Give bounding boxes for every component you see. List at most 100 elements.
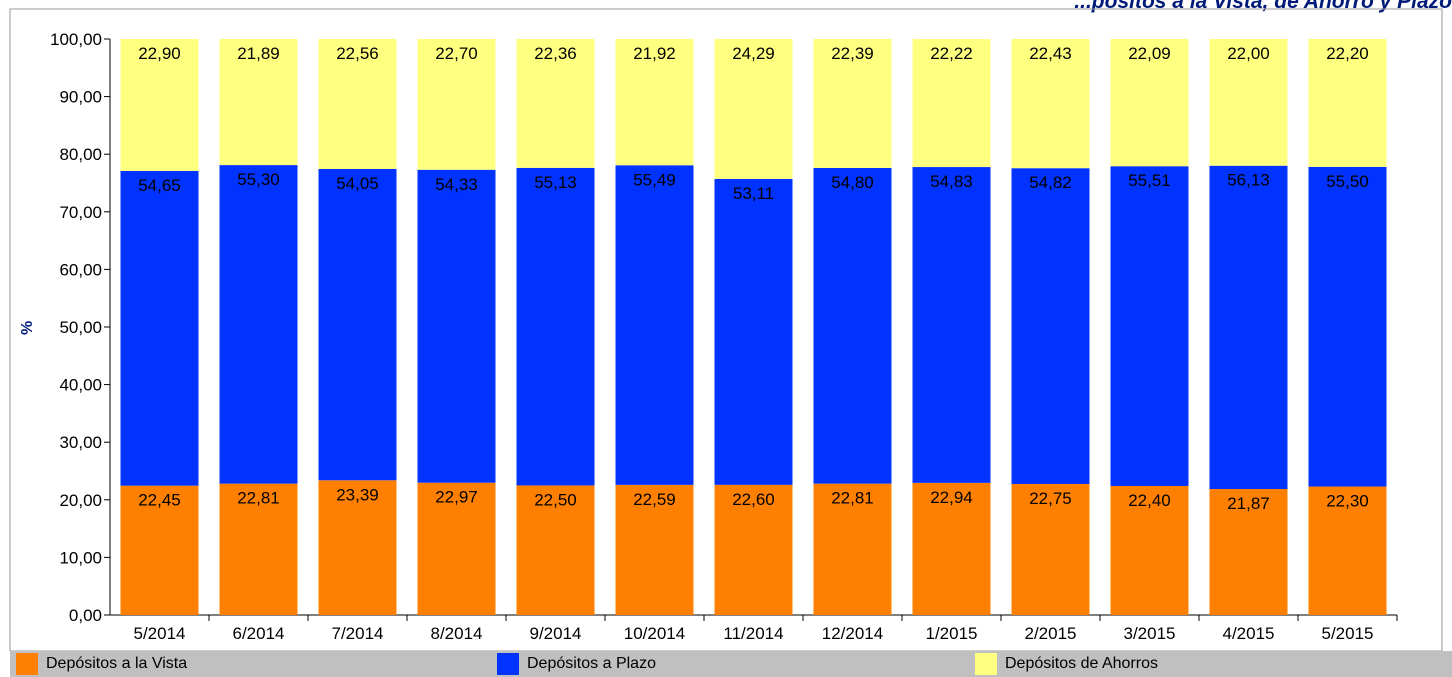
x-tick-label: 3/2015 (1124, 624, 1176, 643)
bar-segment (318, 168, 397, 481)
data-label: 54,65 (138, 176, 181, 195)
bar-segment (120, 170, 199, 486)
bar-segment (1110, 485, 1189, 615)
data-label: 54,05 (336, 174, 379, 193)
bar-segment (813, 39, 892, 168)
legend-item-ahorros[interactable]: Depósitos de Ahorros (975, 651, 1158, 677)
data-label: 24,29 (732, 44, 775, 63)
data-label: 55,49 (633, 170, 676, 189)
bar-segment (615, 484, 694, 615)
legend-label-ahorros: Depósitos de Ahorros (1005, 655, 1158, 672)
bar-segment (714, 39, 793, 179)
y-tick-label: 50,00 (59, 318, 102, 337)
y-tick-label: 30,00 (59, 433, 102, 452)
data-label: 22,30 (1326, 492, 1369, 511)
bar-segment (615, 165, 694, 485)
data-label: 22,20 (1326, 44, 1369, 63)
data-labels: 22,45 54,65 22,90 22,81 55,30 21,89 23,39 54,05… (138, 44, 1369, 513)
legend-swatch-ahorros (975, 653, 997, 675)
x-tick-label: 9/2014 (530, 624, 582, 643)
x-tick-label: 1/2015 (926, 624, 978, 643)
bar-segment (516, 39, 595, 168)
bar-segment (417, 482, 496, 615)
data-label: 22,09 (1128, 44, 1171, 63)
x-tick-label: 6/2014 (233, 624, 285, 643)
data-label: 53,11 (733, 184, 774, 203)
legend: Depósitos a la Vista Depósitos a Plazo D… (10, 651, 1452, 677)
y-tick-label: 20,00 (59, 491, 102, 510)
bar-segment (1110, 39, 1189, 167)
bar-segment (318, 39, 397, 169)
bar-segment (219, 165, 298, 484)
x-axis: 5/2014 6/2014 7/2014 8/2014 9/2014 10/2014 11/… (110, 614, 1398, 643)
data-label: 55,51 (1128, 171, 1171, 190)
bar-segment (417, 169, 496, 483)
bar-segment (1308, 166, 1387, 487)
y-tick-label: 70,00 (59, 203, 102, 222)
legend-swatch-plazo (497, 653, 519, 675)
bar-segment (1209, 165, 1288, 490)
y-tick-label: 100,00 (50, 30, 102, 49)
data-label: 22,70 (435, 44, 478, 63)
data-label: 54,83 (930, 172, 973, 191)
data-label: 54,33 (435, 175, 478, 194)
legend-item-plazo[interactable]: Depósitos a Plazo (497, 651, 656, 677)
x-tick-label: 2/2015 (1025, 624, 1077, 643)
data-label: 56,13 (1227, 171, 1270, 190)
data-label: 22,60 (732, 490, 775, 509)
bar-segment (120, 39, 199, 171)
y-tick-label: 80,00 (59, 145, 102, 164)
x-tick-label: 11/2014 (723, 624, 783, 643)
bar-segment (219, 39, 298, 166)
chart-title: ...pósitos a la Vista, de Ahorro y Plazo (1074, 0, 1452, 13)
bar-segment (516, 167, 595, 486)
bar-segment (714, 484, 793, 615)
bar-segment (1308, 486, 1387, 615)
x-tick-label: 10/2014 (624, 624, 685, 643)
bar-segment (1209, 489, 1288, 615)
legend-swatch-vista (16, 653, 38, 675)
data-label: 22,59 (633, 490, 676, 509)
plot-area (9, 8, 1443, 651)
y-tick-label: 10,00 (59, 548, 102, 567)
bar-segment (1011, 483, 1090, 615)
data-label: 22,50 (534, 490, 577, 509)
legend-label-vista: Depósitos a la Vista (46, 655, 188, 672)
bar-segment (912, 482, 991, 615)
bar-segment (318, 480, 397, 615)
data-label: 55,30 (237, 170, 280, 189)
data-label: 22,22 (930, 44, 973, 63)
x-tick-label: 5/2014 (134, 624, 186, 643)
bar-segment (813, 483, 892, 615)
data-label: 22,81 (831, 489, 874, 508)
y-tick-label: 40,00 (59, 376, 102, 395)
data-label: 22,81 (237, 489, 280, 508)
y-axis: 0,00 10,00 20,00 30,00 40,00 50,00 60,00 70,00 8… (50, 30, 111, 625)
x-tick-label: 5/2015 (1322, 624, 1374, 643)
y-tick-label: 60,00 (59, 260, 102, 279)
x-tick-label: 4/2015 (1223, 624, 1275, 643)
legend-item-vista[interactable]: Depósitos a la Vista (16, 651, 187, 677)
bar-segment (912, 39, 991, 168)
y-axis-label: % (19, 321, 36, 335)
bar-segment (1209, 39, 1288, 166)
data-label: 22,56 (336, 44, 379, 63)
data-label: 22,97 (435, 488, 478, 507)
bar-segment (714, 178, 793, 485)
legend-label-plazo: Depósitos a Plazo (527, 655, 656, 672)
data-label: 22,90 (138, 44, 181, 63)
data-label: 54,80 (831, 173, 874, 192)
bar-segment (912, 167, 991, 483)
x-tick-label: 7/2014 (332, 624, 384, 643)
y-tick-label: 0,00 (69, 606, 102, 625)
bar-segment (1308, 39, 1387, 167)
bar-segment (615, 39, 694, 166)
y-tick-label: 90,00 (59, 88, 102, 107)
stacked-bar-chart: 0,00 10,00 20,00 30,00 40,00 50,00 60,00 70,00 8… (9, 8, 1443, 651)
bar-segment (516, 485, 595, 615)
data-label: 22,45 (138, 491, 181, 510)
data-label: 22,40 (1128, 491, 1171, 510)
x-tick-label: 8/2014 (431, 624, 483, 643)
data-label: 22,75 (1029, 489, 1072, 508)
data-label: 22,36 (534, 44, 577, 63)
